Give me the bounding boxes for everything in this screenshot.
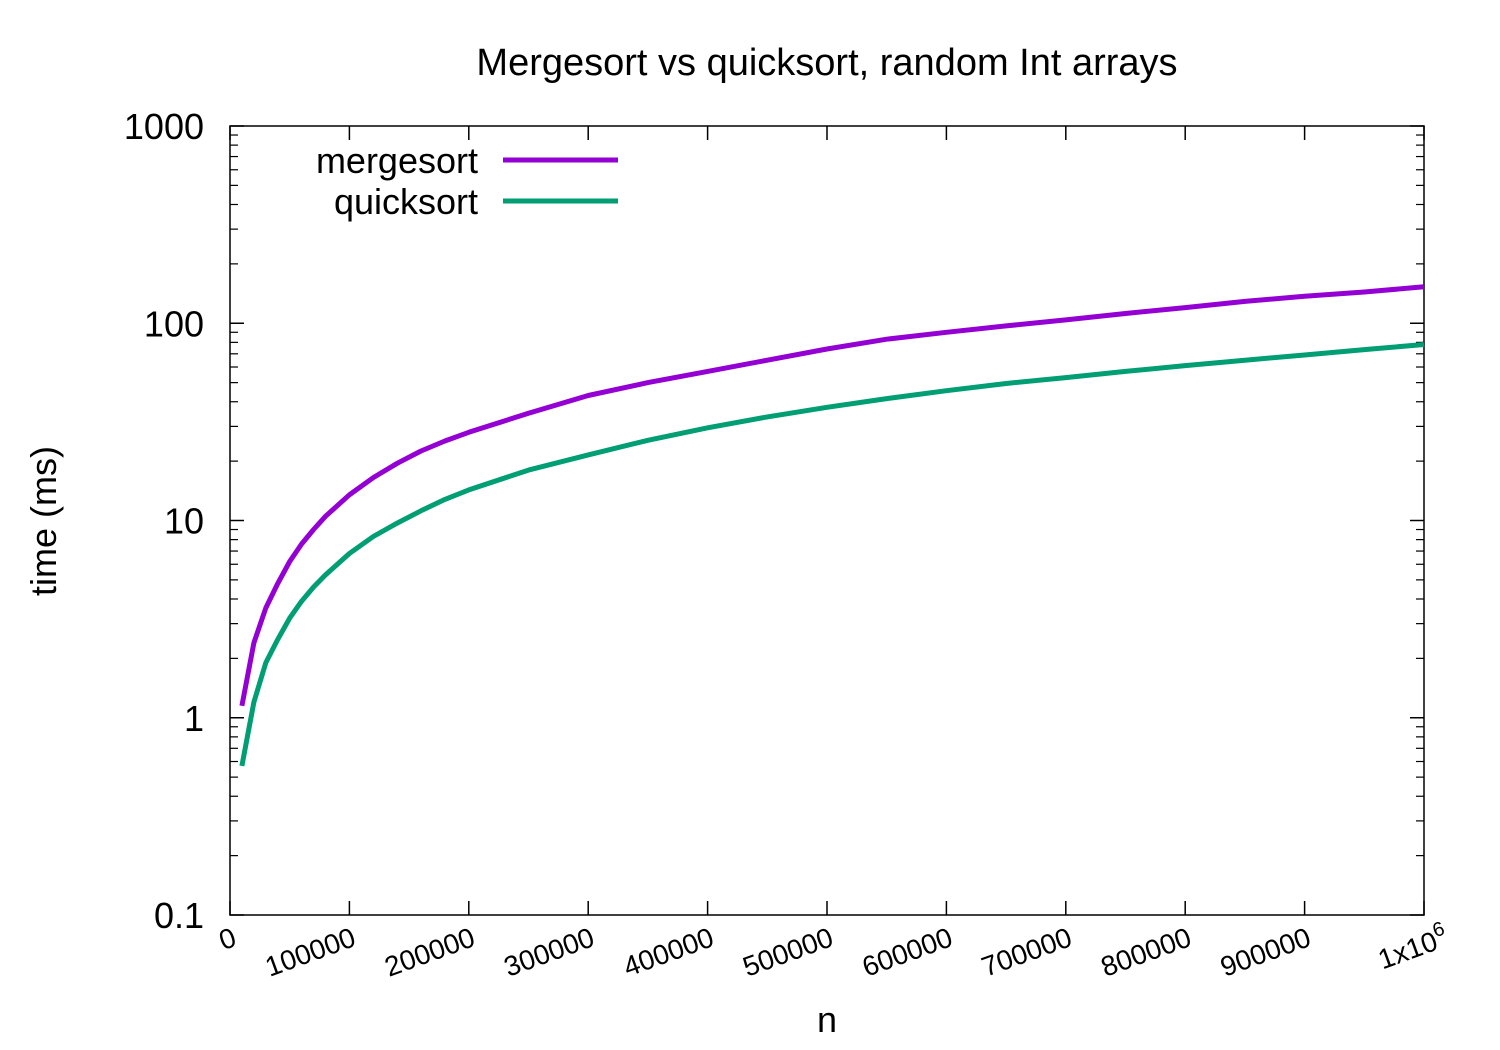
y-axis-label: time (ms) [23,446,64,596]
y-tick-label: 1 [184,698,204,739]
series-line-quicksort [239,342,1425,767]
y-tick-label: 1000 [124,106,204,147]
series-line-mergesort [239,284,1425,707]
minor-ticks [230,134,1424,857]
legend-label-mergesort: mergesort [316,140,478,181]
chart-title: Mergesort vs quicksort, random Int array… [476,42,1177,84]
x-axis-label: n [817,999,837,1040]
y-tick-label: 0.1 [154,895,204,936]
plot-frame [229,125,1425,916]
y-tick-label: 100 [144,303,204,344]
y-tick-label: 10 [164,501,204,542]
y-tick-labels: 0.1 1 10 100 1000 [124,106,204,936]
series-lines [239,284,1425,767]
legend-label-quicksort: quicksort [334,181,478,222]
